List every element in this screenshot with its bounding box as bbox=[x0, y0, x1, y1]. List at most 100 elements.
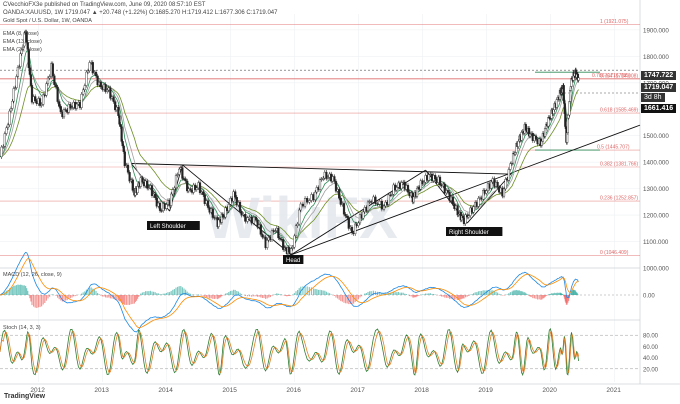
right-shoulder-label-bg bbox=[446, 227, 503, 236]
price-candle-body bbox=[51, 63, 54, 77]
price-candle-body bbox=[291, 246, 294, 249]
price-candle-body bbox=[0, 146, 3, 158]
stoch-tick-label: 60.00 bbox=[643, 345, 659, 351]
price-candle-body bbox=[504, 179, 507, 190]
price-candle-body bbox=[173, 187, 176, 190]
price-candle-body bbox=[96, 75, 99, 86]
fib-level-label: 0.236 (1252.857) bbox=[600, 196, 638, 202]
price-candle-body bbox=[224, 207, 227, 218]
price-candle-body bbox=[158, 202, 162, 211]
price-candle-body bbox=[524, 124, 527, 131]
price-candle-body bbox=[320, 178, 323, 181]
price-candle-body bbox=[358, 214, 362, 224]
head-label-bg bbox=[283, 255, 304, 264]
price-candle-body bbox=[415, 187, 419, 197]
x-tick-label: 2019 bbox=[478, 387, 493, 394]
price-candle-body bbox=[18, 66, 21, 68]
price-candle-body bbox=[56, 86, 59, 102]
x-tick-label: 2015 bbox=[222, 387, 237, 394]
price-candle-body bbox=[390, 194, 394, 196]
price-candle-body bbox=[222, 216, 226, 219]
price-candle-body bbox=[206, 200, 210, 208]
price-candle-body bbox=[114, 101, 117, 111]
stoch-d-line bbox=[0, 330, 579, 374]
price-candle-body bbox=[40, 104, 43, 106]
price-candle-body bbox=[141, 177, 144, 183]
stoch-legend: Stoch (14, 3, 3) bbox=[3, 325, 41, 331]
price-candle-body bbox=[211, 208, 214, 218]
price-candle-body bbox=[511, 153, 515, 164]
price-candle-body bbox=[6, 124, 10, 129]
neckline bbox=[131, 163, 509, 175]
price-candle-body bbox=[434, 175, 437, 180]
price-candle-body bbox=[186, 180, 189, 192]
price-series bbox=[0, 29, 580, 256]
price-candle-body bbox=[338, 189, 341, 199]
price-candle-body bbox=[242, 214, 245, 216]
price-candle-body bbox=[62, 109, 66, 118]
price-candle-body bbox=[534, 135, 538, 140]
price-candle-body bbox=[261, 234, 264, 238]
price-candle-body bbox=[577, 77, 580, 81]
price-candle-body bbox=[80, 93, 83, 108]
macd-legend: MACD (12, 26, close, 9) bbox=[3, 272, 62, 278]
price-candle-body bbox=[376, 203, 379, 205]
fib-level-label: 0.786 (1716.785) bbox=[592, 73, 630, 79]
price-candle-body bbox=[42, 94, 45, 105]
price-candle-body bbox=[325, 171, 328, 179]
price-candle-body bbox=[122, 145, 125, 152]
price-candle-body bbox=[555, 99, 558, 108]
left-shoulder-label-bg bbox=[147, 221, 200, 230]
price-candle-body bbox=[94, 71, 98, 77]
price-candle-body bbox=[354, 223, 357, 234]
price-candle-body bbox=[174, 175, 178, 189]
y-tick-label: 1000.000 bbox=[643, 266, 669, 273]
price-candle-body bbox=[202, 191, 205, 195]
stoch-tick-label: 80.00 bbox=[643, 334, 659, 340]
price-candle-body bbox=[443, 183, 446, 194]
price-candle-body bbox=[298, 209, 301, 225]
price-candle-body bbox=[344, 214, 347, 217]
price-candle-body bbox=[48, 76, 51, 79]
price-candle-body bbox=[540, 141, 543, 146]
price-candle-body bbox=[287, 247, 291, 253]
price-candle-body bbox=[374, 196, 377, 204]
price-candle-body bbox=[29, 74, 33, 86]
tradingview-label: TradingView bbox=[4, 393, 46, 400]
price-candle-body bbox=[70, 107, 74, 109]
y-tick-label: 1100.000 bbox=[643, 239, 669, 246]
y-tick-label: 1200.000 bbox=[643, 213, 669, 220]
price-candle-body bbox=[419, 180, 422, 190]
price-candle-body bbox=[189, 188, 192, 191]
price-candle-body bbox=[83, 85, 86, 91]
price-label-low: 1661.416 bbox=[641, 104, 677, 113]
price-candle-body bbox=[366, 201, 370, 212]
price-candle-body bbox=[456, 205, 459, 216]
price-candle-body bbox=[14, 87, 17, 89]
price-candle-body bbox=[59, 106, 62, 113]
price-candle-body bbox=[514, 152, 517, 155]
price-candle-body bbox=[333, 176, 336, 182]
price-candle-body bbox=[395, 187, 398, 191]
price-candle-body bbox=[155, 197, 158, 207]
price-candle-body bbox=[543, 128, 547, 137]
tradingview-brand[interactable]: TradingView bbox=[4, 393, 45, 400]
price-candle-body bbox=[496, 182, 499, 188]
price-candle-body bbox=[160, 210, 163, 212]
price-candle-body bbox=[464, 214, 467, 224]
price-candle-body bbox=[82, 89, 85, 95]
price-candle-body bbox=[254, 217, 258, 221]
price-candle-body bbox=[256, 220, 259, 228]
x-tick-label: 2012 bbox=[30, 387, 45, 394]
price-label-last: 1719.047 bbox=[641, 83, 677, 92]
pattern-labels: Left Shoulder Head Right Shoulder bbox=[147, 221, 503, 264]
price-candle-body bbox=[34, 96, 37, 102]
price-candle-body bbox=[446, 190, 450, 193]
x-tick-label: 2017 bbox=[350, 387, 365, 394]
price-candle-body bbox=[509, 163, 512, 170]
price-candle-body bbox=[326, 177, 330, 179]
price-candle-body bbox=[552, 109, 555, 115]
price-candle-body bbox=[121, 141, 124, 147]
price-candle-body bbox=[322, 177, 325, 180]
fib-level-label: 1 (1921.075) bbox=[600, 19, 629, 25]
